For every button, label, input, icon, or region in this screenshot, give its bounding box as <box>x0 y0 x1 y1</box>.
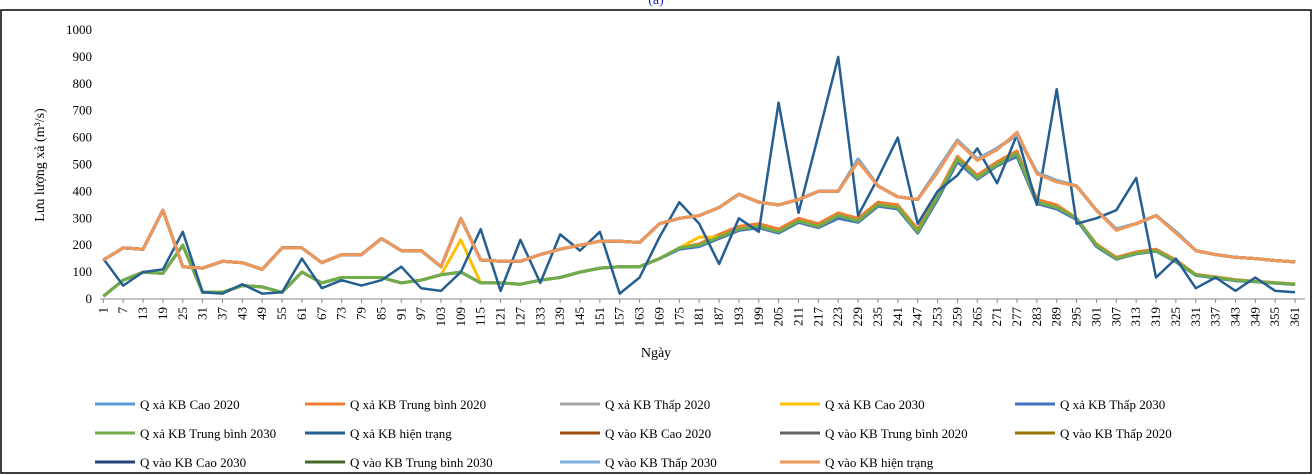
x-tick-label: 313 <box>1128 307 1143 327</box>
y-axis-label: Lưu lượng xả (m³/s) <box>33 108 48 222</box>
x-tick-label: 133 <box>532 307 547 327</box>
x-tick-label: 283 <box>1029 307 1044 327</box>
x-tick-label: 325 <box>1168 307 1183 327</box>
legend-label: Q xả KB Thấp 2030 <box>1060 397 1165 412</box>
legend-label: Q xả KB hiện trạng <box>350 426 452 441</box>
legend-label: Q vào KB Cao 2030 <box>140 455 246 470</box>
x-tick-label: 259 <box>949 307 964 327</box>
x-tick-label: 25 <box>175 307 190 320</box>
x-tick-label: 295 <box>1069 307 1084 327</box>
x-tick-label: 193 <box>731 307 746 327</box>
x-tick-label: 7 <box>115 307 130 314</box>
x-tick-label: 109 <box>453 307 468 327</box>
x-tick-label: 145 <box>572 307 587 327</box>
legend-label: Q xả KB Thấp 2020 <box>605 397 710 412</box>
series-line <box>102 55 1296 295</box>
x-tick-label: 139 <box>552 307 567 327</box>
x-tick-label: 301 <box>1088 307 1103 327</box>
x-tick-label: 103 <box>433 307 448 327</box>
x-tick-label: 115 <box>473 307 488 326</box>
x-tick-label: 355 <box>1267 307 1282 327</box>
legend-label: Q vào KB Cao 2020 <box>605 426 711 441</box>
x-tick-label: 151 <box>592 307 607 327</box>
x-tick-label: 337 <box>1208 307 1223 327</box>
legend-label: Q xả KB Trung bình 2020 <box>350 397 486 412</box>
x-tick-label: 229 <box>850 307 865 327</box>
x-tick-label: 277 <box>1009 307 1024 327</box>
x-tick-label: 307 <box>1108 307 1123 327</box>
x-tick-label: 349 <box>1247 307 1262 327</box>
series-line <box>102 152 1296 298</box>
x-tick-label: 97 <box>413 307 428 321</box>
x-tick-label: 331 <box>1188 307 1203 327</box>
legend-label: Q vào KB Thấp 2020 <box>1060 426 1172 441</box>
x-tick-label: 169 <box>651 307 666 327</box>
x-tick-label: 157 <box>612 307 627 327</box>
legend-label: Q vào KB Thấp 2030 <box>605 455 717 470</box>
y-tick-label: 900 <box>73 49 93 64</box>
x-tick-label: 319 <box>1148 307 1163 327</box>
chart-title: (a) <box>648 0 664 8</box>
series-line <box>102 130 1296 271</box>
x-tick-label: 67 <box>314 307 329 321</box>
legend-label: Q vào KB hiện trạng <box>825 455 934 470</box>
x-tick-label: 265 <box>969 307 984 327</box>
x-tick-label: 199 <box>751 307 766 327</box>
legend-label: Q xả KB Cao 2020 <box>140 397 240 412</box>
x-tick-label: 289 <box>1049 307 1064 327</box>
y-tick-label: 0 <box>86 291 93 306</box>
x-tick-label: 235 <box>870 307 885 327</box>
x-tick-label: 61 <box>294 307 309 320</box>
x-axis-label: Ngày <box>641 346 671 361</box>
x-tick-label: 217 <box>810 307 825 327</box>
x-tick-label: 175 <box>671 307 686 327</box>
x-tick-label: 241 <box>890 307 905 327</box>
x-tick-label: 181 <box>691 307 706 327</box>
x-tick-label: 187 <box>711 307 726 327</box>
y-tick-label: 100 <box>73 264 93 279</box>
x-tick-label: 223 <box>830 307 845 327</box>
y-tick-label: 300 <box>73 210 93 225</box>
x-tick-label: 247 <box>910 307 925 327</box>
x-tick-label: 163 <box>632 307 647 327</box>
x-tick-label: 121 <box>493 307 508 327</box>
x-tick-label: 271 <box>989 307 1004 327</box>
y-tick-label: 1000 <box>66 22 92 37</box>
x-tick-label: 49 <box>254 307 269 320</box>
x-tick-label: 43 <box>234 307 249 320</box>
x-tick-label: 37 <box>214 307 229 321</box>
y-tick-label: 800 <box>73 76 93 91</box>
x-tick-label: 127 <box>512 307 527 327</box>
x-tick-label: 253 <box>930 307 945 327</box>
x-tick-label: 19 <box>155 307 170 320</box>
legend-label: Q xả KB Trung bình 2030 <box>140 426 276 441</box>
x-tick-label: 1 <box>95 307 110 314</box>
y-tick-label: 500 <box>73 157 93 172</box>
legend-label: Q vào KB Trung bình 2020 <box>825 426 968 441</box>
y-tick-label: 600 <box>73 130 93 145</box>
legend-label: Q vào KB Trung bình 2030 <box>350 455 493 470</box>
x-tick-label: 205 <box>771 307 786 327</box>
x-tick-label: 73 <box>334 307 349 320</box>
x-tick-label: 85 <box>373 307 388 320</box>
x-tick-label: 13 <box>135 307 150 320</box>
y-tick-label: 700 <box>73 103 93 118</box>
x-tick-label: 79 <box>354 307 369 320</box>
x-tick-label: 211 <box>791 307 806 326</box>
y-tick-label: 400 <box>73 183 93 198</box>
x-tick-label: 91 <box>393 307 408 320</box>
x-tick-label: 343 <box>1227 307 1242 327</box>
y-tick-label: 200 <box>73 237 93 252</box>
x-tick-label: 55 <box>274 307 289 320</box>
x-tick-label: 31 <box>195 307 210 320</box>
x-tick-label: 361 <box>1287 307 1302 327</box>
legend-label: Q xả KB Cao 2030 <box>825 397 925 412</box>
